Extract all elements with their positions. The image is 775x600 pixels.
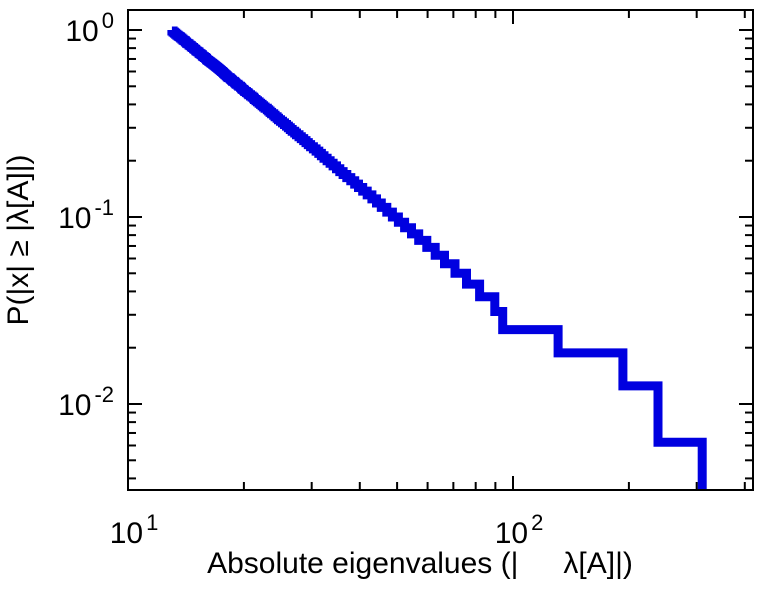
y-tick-label: 10 -1 — [58, 195, 114, 235]
x-axis-label: Absolute eigenvalues (| λ[A]|) — [207, 547, 633, 580]
ccdf-curve — [167, 26, 707, 489]
plot-area — [128, 10, 753, 490]
y-axis-label: P(|x| ≥ |λ[A]|) — [2, 155, 35, 326]
y-tick-label: 10 0 — [65, 8, 114, 48]
x-tick-label: 10 2 — [495, 510, 544, 550]
plot-frame — [127, 9, 754, 491]
y-tick-label: 10 -2 — [58, 382, 114, 422]
tick-labels: 10 0 10 -1 10 -2 10 1 10 2 — [58, 8, 543, 550]
x-tick-label: 10 1 — [110, 510, 159, 550]
